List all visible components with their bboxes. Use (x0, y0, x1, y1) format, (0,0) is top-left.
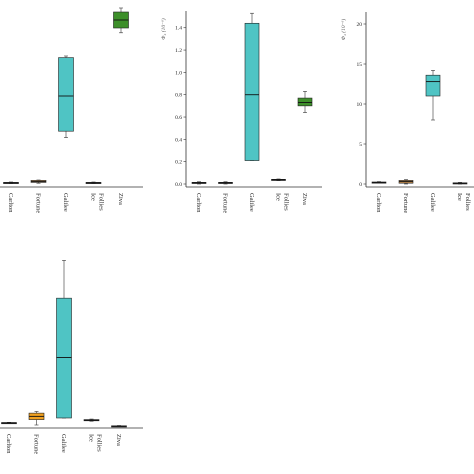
box-carlton (1, 422, 17, 425)
box-carlton (191, 181, 207, 185)
box-iqr (58, 57, 74, 132)
y-tick-label: 0.4 (175, 137, 182, 143)
category-label: Ziva (301, 193, 308, 205)
category-label: Fortune (222, 193, 229, 213)
y-tick-label: 20 (357, 22, 363, 28)
category-label: Ziva (115, 434, 122, 446)
box-ziva (297, 91, 313, 113)
category-label: Fortune (35, 193, 42, 213)
box-ice-follies (271, 178, 286, 181)
box-iqr (244, 22, 260, 161)
y-tick-label: 15 (357, 62, 363, 68)
y-tick-label: 1.0 (175, 70, 182, 76)
box-fortune (28, 411, 45, 426)
box-galilee (58, 55, 74, 138)
y-tick-label: 0.2 (175, 160, 182, 166)
box-galilee (244, 12, 260, 161)
box-iqr (425, 74, 441, 97)
box-ice-follies (452, 182, 468, 185)
box-iqr (56, 297, 72, 419)
y-axis-label: Φ₄ (10⁻⁶) (160, 18, 167, 40)
y-tick-label: 5 (359, 142, 362, 148)
category-label: Galilee (248, 193, 255, 212)
y-tick-label: 1.2 (175, 48, 182, 54)
category-label: Fortune (33, 434, 40, 454)
category-label: Follies (464, 193, 471, 211)
category-label: Ice (88, 434, 95, 442)
box-fortune (398, 179, 414, 185)
box-ice-follies (83, 418, 100, 422)
box-carlton (371, 181, 387, 184)
category-label: Carlton (375, 193, 382, 213)
category-label: Carlton (195, 193, 202, 213)
category-label: Ice (456, 193, 463, 201)
y-axis-label: Φ₄ (10⁻⁶) (340, 19, 347, 41)
box-fortune (218, 181, 233, 185)
y-tick-label: 0.8 (175, 93, 182, 99)
y-tick-label: 0 (359, 182, 362, 188)
y-tick-label: 10 (357, 102, 363, 108)
y-tick-label: 1.4 (175, 26, 182, 32)
category-label: Ice (275, 193, 282, 201)
category-label: Galilee (429, 193, 436, 212)
category-label: Ziva (117, 193, 124, 205)
box-iqr (297, 97, 313, 107)
category-label: Fortune (402, 193, 409, 213)
category-label: Follies (96, 434, 103, 452)
panel-top-right: 0 5 10 15 20 Φ₄ (10⁻⁶) Carlton Fortune Galilee Ic… (340, 12, 474, 213)
category-label: Follies (98, 193, 105, 211)
category-label: Carlton (5, 434, 12, 454)
box-fortune (30, 179, 47, 184)
category-label: Follies (283, 193, 290, 211)
box-ziva (111, 425, 127, 428)
category-label: Carlton (7, 193, 14, 213)
y-tick-label: 0.6 (175, 115, 182, 121)
box-galilee (425, 70, 441, 121)
panel-top-middle: 0.0 0.2 0.4 0.6 0.8 1.0 1.2 1.4 Φ₄ (10⁻⁶) Carlton… (160, 11, 322, 213)
panel-bottom-left: Carlton Fortune Galilee Ice Follies Ziva (0, 260, 143, 454)
y-tick-label: 0.0 (175, 182, 182, 188)
category-label: Ice (90, 193, 97, 201)
category-label: Galilee (62, 193, 69, 212)
box-ziva (113, 7, 129, 34)
box-galilee (56, 260, 72, 419)
box-ice-follies (85, 181, 102, 184)
panel-top-left: Carlton Fortune Galilee Ice Follies Ziva (0, 7, 143, 213)
category-label: Galilee (60, 434, 67, 453)
box-carlton (3, 181, 19, 184)
